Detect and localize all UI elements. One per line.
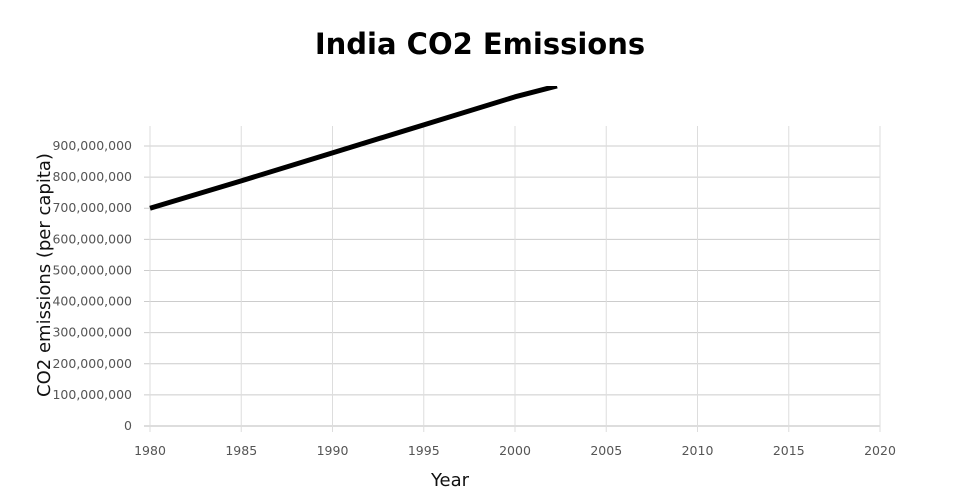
y-axis-label: CO2 emissions (per capita) xyxy=(34,153,55,397)
series-line-india xyxy=(149,86,558,211)
x-tick-label: 1980 xyxy=(134,443,166,458)
x-axis-label: Year xyxy=(430,470,470,491)
series-lines xyxy=(149,86,558,211)
x-tick-label: 2000 xyxy=(499,443,531,458)
y-tick-label: 600,000,000 xyxy=(52,231,132,246)
x-axis-ticks: 1980 1985 1990 1995 2000 2005 2010 2015 2020 xyxy=(134,443,896,458)
y-tick-label: 500,000,000 xyxy=(52,262,132,277)
x-tick-label: 2010 xyxy=(682,443,714,458)
y-tick-label: 700,000,000 xyxy=(52,200,132,215)
x-tick-label: 2020 xyxy=(864,443,896,458)
x-tick-label: 1985 xyxy=(225,443,257,458)
y-tick-label: 800,000,000 xyxy=(52,169,132,184)
y-tick-label: 100,000,000 xyxy=(52,387,132,402)
y-axis-ticks: 0 100,000,000 200,000,000 300,000,000 400,00… xyxy=(52,138,132,433)
x-tick-label: 1990 xyxy=(317,443,349,458)
y-tick-label: 300,000,000 xyxy=(52,325,132,340)
grid xyxy=(144,126,881,432)
x-tick-label: 2005 xyxy=(590,443,622,458)
y-tick-label: 0 xyxy=(124,418,132,433)
chart-title: India CO2 Emissions xyxy=(315,27,645,61)
y-tick-label: 200,000,000 xyxy=(52,356,132,371)
x-tick-label: 2015 xyxy=(773,443,805,458)
y-tick-label: 400,000,000 xyxy=(52,294,132,309)
x-tick-label: 1995 xyxy=(408,443,440,458)
y-tick-label: 900,000,000 xyxy=(52,138,132,153)
